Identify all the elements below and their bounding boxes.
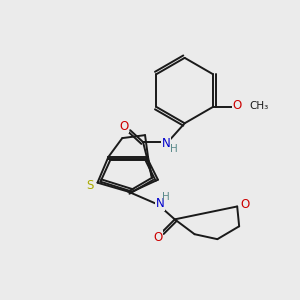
Text: H: H: [162, 192, 170, 202]
Text: H: H: [170, 144, 178, 154]
Text: CH₃: CH₃: [250, 101, 269, 111]
Text: O: O: [153, 231, 163, 244]
Text: O: O: [241, 198, 250, 211]
Text: O: O: [120, 120, 129, 133]
Text: S: S: [86, 179, 93, 192]
Text: O: O: [232, 99, 242, 112]
Text: N: N: [155, 197, 164, 210]
Text: N: N: [161, 136, 170, 150]
